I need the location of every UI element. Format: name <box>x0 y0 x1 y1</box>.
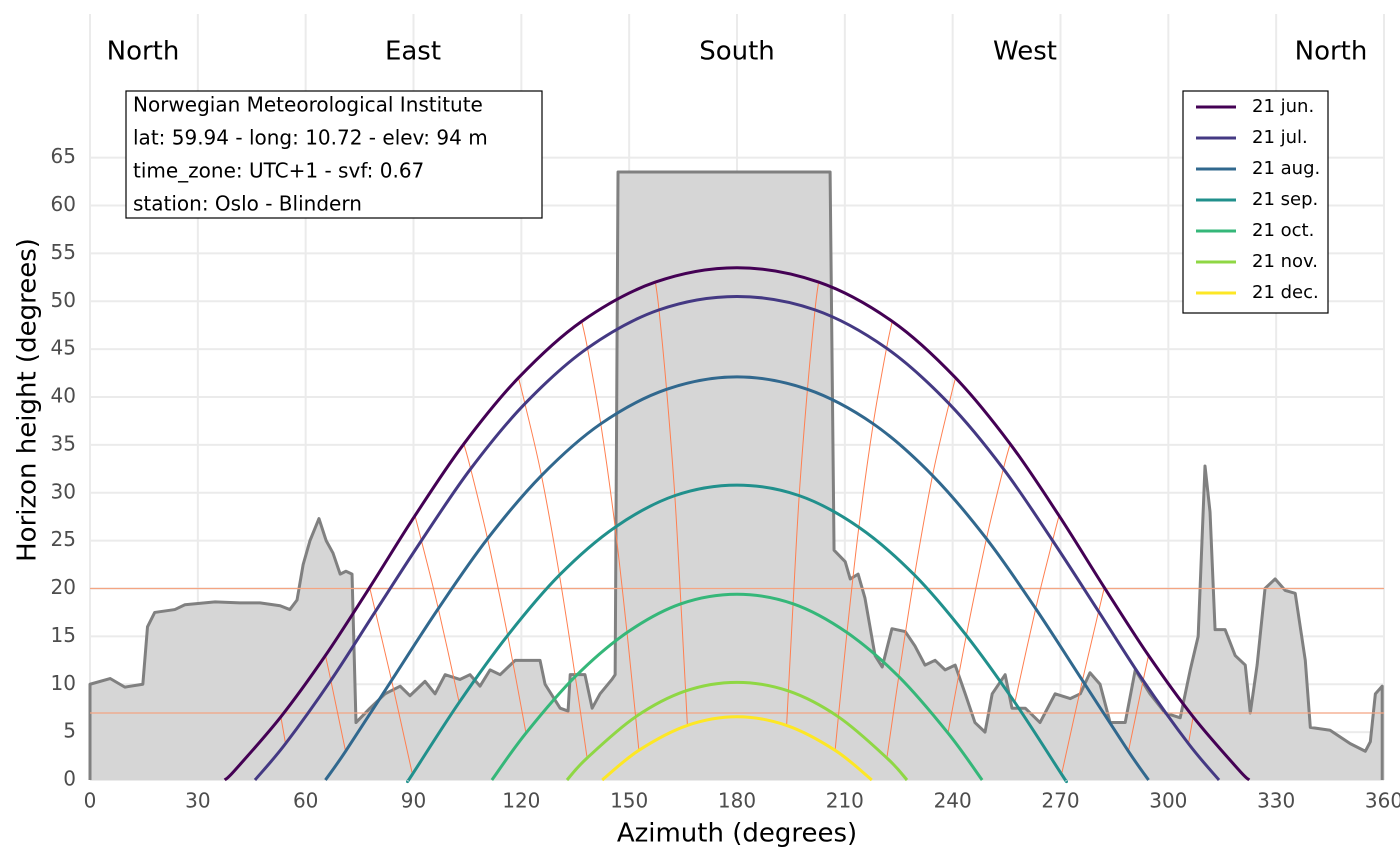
y-tick-label: 0 <box>63 767 76 791</box>
sun-path <box>253 294 1221 781</box>
legend-label: 21 sep. <box>1252 189 1318 210</box>
legend-label: 21 nov. <box>1252 251 1318 272</box>
hour-line <box>369 587 413 775</box>
y-tick-label: 50 <box>51 288 76 312</box>
compass-label: South <box>699 37 775 67</box>
y-tick-label: 45 <box>51 336 76 360</box>
sun-path <box>565 680 909 782</box>
horizon-line <box>88 170 1384 780</box>
y-tick-label: 20 <box>51 575 76 599</box>
sun-path <box>406 483 1068 784</box>
y-tick-label: 55 <box>51 240 76 264</box>
y-tick-label: 35 <box>51 431 76 455</box>
hour-line <box>463 443 527 734</box>
x-tick-label: 180 <box>718 789 756 813</box>
y-tick-label: 25 <box>51 527 76 551</box>
y-tick-label: 15 <box>51 623 76 647</box>
info-line: time_zone: UTC+1 - svf: 0.67 <box>133 159 424 183</box>
x-tick-label: 270 <box>1041 789 1079 813</box>
hour-line <box>414 515 460 703</box>
info-line: lat: 59.94 - long: 10.72 - elev: 94 m <box>133 126 488 150</box>
y-tick-label: 5 <box>63 719 76 743</box>
x-tick-label: 240 <box>934 789 972 813</box>
y-tick-label: 10 <box>51 671 76 695</box>
x-tick-label: 210 <box>826 789 864 813</box>
horizon-area <box>90 171 1383 781</box>
sun-path <box>601 715 873 782</box>
hour-line <box>1014 515 1060 703</box>
y-tick-label: 30 <box>51 479 76 503</box>
legend-label: 21 oct. <box>1252 220 1314 241</box>
info-line: Norwegian Meteorological Institute <box>133 93 483 117</box>
info-box <box>125 90 543 219</box>
y-tick-label: 65 <box>51 144 76 168</box>
compass-label: North <box>107 37 180 67</box>
compass-label: East <box>385 37 441 67</box>
info-line: station: Oslo - Blindern <box>133 192 362 216</box>
x-tick-label: 330 <box>1257 789 1295 813</box>
y-axis-title: Horizon height (degrees) <box>13 238 43 562</box>
x-tick-label: 0 <box>84 789 97 813</box>
y-tick-label: 60 <box>51 192 76 216</box>
legend-box <box>1182 90 1329 314</box>
hour-line <box>1061 587 1105 775</box>
legend-label: 21 jul. <box>1252 127 1308 148</box>
legend-label: 21 jun. <box>1252 96 1314 117</box>
y-tick-label: 40 <box>51 384 76 408</box>
x-tick-label: 60 <box>293 789 318 813</box>
x-tick-label: 90 <box>401 789 426 813</box>
x-tick-label: 360 <box>1365 789 1400 813</box>
sun-path <box>223 266 1251 782</box>
x-tick-label: 150 <box>610 789 648 813</box>
x-tick-label: 120 <box>502 789 540 813</box>
legend-label: 21 dec. <box>1252 282 1319 303</box>
sun-path <box>490 592 984 781</box>
x-tick-label: 30 <box>185 789 210 813</box>
x-tick-label: 300 <box>1149 789 1187 813</box>
compass-label: West <box>993 37 1057 67</box>
hour-line <box>947 443 1011 734</box>
legend-label: 21 aug. <box>1252 158 1320 179</box>
sun-path <box>324 375 1150 781</box>
compass-label: North <box>1295 37 1368 67</box>
x-axis-title: Azimuth (degrees) <box>617 819 857 849</box>
